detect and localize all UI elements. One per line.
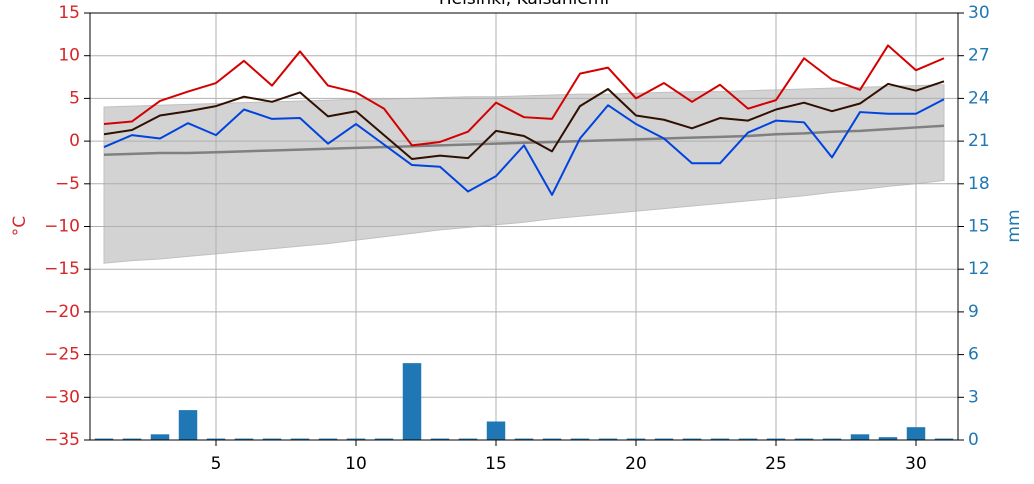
y2-axis-label: mm [1004, 209, 1024, 242]
x-tick-label: 30 [905, 454, 927, 474]
y-tick-label: −35 [44, 430, 80, 450]
precip-bar [570, 438, 590, 440]
precip-bar [122, 438, 142, 440]
plot-frame [89, 12, 959, 441]
precip-bar [206, 438, 226, 440]
line-series [103, 98, 945, 196]
precip-bar [542, 438, 562, 440]
precip-bar [654, 438, 674, 440]
precip-bar [374, 438, 394, 440]
y-tick-label: 5 [69, 88, 80, 108]
precip-bar [598, 438, 618, 440]
precip-bar [234, 438, 254, 440]
x-tick-label: 25 [765, 454, 787, 474]
x-tick-label: 15 [485, 454, 507, 474]
y-tick-label: −20 [44, 302, 80, 322]
precip-bar [626, 438, 646, 440]
y-tick-label: −10 [44, 217, 80, 237]
precip-bar [486, 421, 506, 440]
precip-bar [766, 438, 786, 440]
y-tick-label: −25 [44, 345, 80, 365]
y2-tick-label: 21 [968, 131, 990, 151]
y-tick-label: 15 [58, 3, 80, 23]
y2-tick-label: 15 [968, 217, 990, 237]
y-tick-label: −30 [44, 387, 80, 407]
precip-bar [906, 427, 926, 440]
y-tick-label: −5 [55, 174, 80, 194]
precip-bar [318, 438, 338, 440]
precip-bar [710, 438, 730, 440]
precip-bar [878, 437, 898, 440]
precip-bar [514, 438, 534, 440]
precip-bar [262, 438, 282, 440]
line-series [103, 44, 945, 147]
y2-tick-label: 0 [968, 430, 979, 450]
y2-tick-label: 24 [968, 88, 990, 108]
x-tick-label: 20 [625, 454, 647, 474]
precip-bar [178, 410, 198, 440]
precip-bar [150, 434, 170, 440]
x-tick-label: 5 [211, 454, 222, 474]
normal-range-band [103, 84, 945, 264]
y2-tick-label: 30 [968, 3, 990, 23]
precip-bar [458, 438, 478, 440]
precip-bar [430, 438, 450, 440]
y2-tick-label: 12 [968, 259, 990, 279]
precip-bar [346, 438, 366, 440]
line-series [103, 124, 945, 157]
x-tick-label: 10 [345, 454, 367, 474]
precip-bar [934, 438, 954, 440]
y2-tick-label: 18 [968, 174, 990, 194]
y-tick-label: 10 [58, 46, 80, 66]
y-axis-label: °C [10, 216, 30, 236]
y-tick-label: −15 [44, 259, 80, 279]
precip-bar [794, 438, 814, 440]
precip-bar [850, 434, 870, 440]
line-series [103, 80, 945, 161]
precip-bar [94, 438, 114, 440]
precip-bar [402, 363, 422, 440]
y2-tick-label: 6 [968, 345, 979, 365]
chart-title: Helsinki, Kaisaniemi [439, 0, 609, 9]
precip-bar [682, 438, 702, 440]
precip-bar [738, 438, 758, 440]
y2-tick-label: 27 [968, 46, 990, 66]
precip-bar [822, 438, 842, 440]
y-tick-label: 0 [69, 131, 80, 151]
y2-tick-label: 3 [968, 387, 979, 407]
precip-bar [290, 438, 310, 440]
y2-tick-label: 9 [968, 302, 979, 322]
